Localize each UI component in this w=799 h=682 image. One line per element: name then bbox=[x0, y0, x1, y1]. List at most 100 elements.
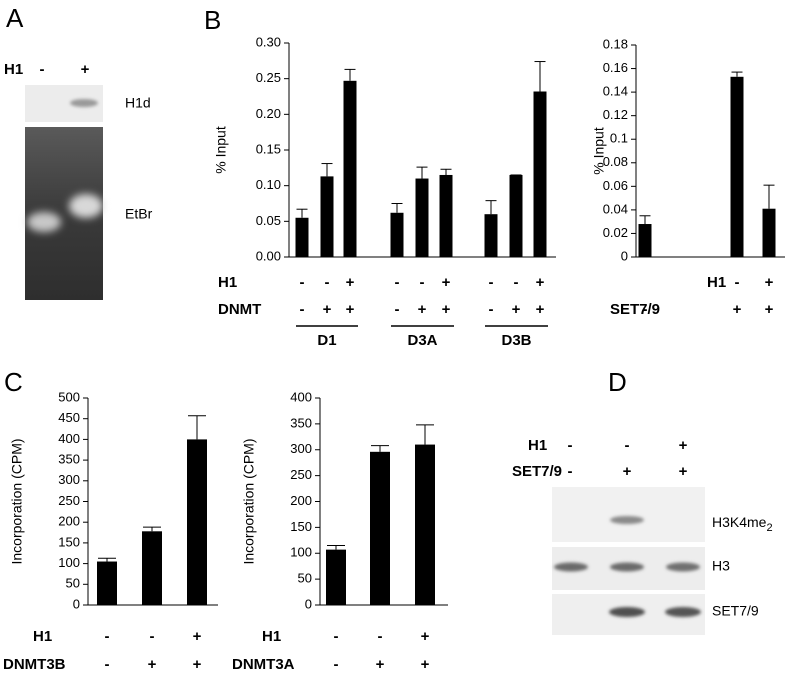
panel-letter: D bbox=[608, 367, 627, 397]
condition-mark: - bbox=[568, 437, 573, 454]
group-label: D3B bbox=[501, 332, 531, 349]
condition-mark: - bbox=[40, 61, 45, 78]
condition-mark: + bbox=[765, 301, 774, 318]
error-bar bbox=[188, 415, 206, 440]
y-tick-label: 350 bbox=[58, 452, 80, 467]
condition-mark: - bbox=[334, 628, 339, 645]
y-tick-label: 250 bbox=[290, 467, 312, 482]
bar bbox=[415, 444, 435, 605]
condition-mark: + bbox=[323, 301, 332, 318]
y-tick-label: 300 bbox=[290, 441, 312, 456]
error-bar bbox=[98, 557, 116, 562]
condition-mark: + bbox=[148, 656, 157, 673]
condition-mark: + bbox=[421, 628, 430, 645]
blot bbox=[552, 487, 705, 542]
error-bar bbox=[416, 166, 428, 179]
condition-mark: + bbox=[679, 437, 688, 454]
bar bbox=[415, 178, 429, 257]
bar bbox=[638, 224, 652, 257]
condition-mark: - bbox=[395, 274, 400, 291]
condition-label: H1 bbox=[33, 628, 52, 645]
y-tick-label: 0.14 bbox=[603, 84, 628, 99]
y-tick-label: 300 bbox=[58, 472, 80, 487]
bar bbox=[370, 451, 390, 605]
group-label: D1 bbox=[317, 332, 336, 349]
y-tick-label: 500 bbox=[58, 389, 80, 404]
band bbox=[610, 562, 644, 572]
error-bar bbox=[763, 184, 775, 209]
bar bbox=[390, 212, 404, 257]
error-bar bbox=[639, 215, 651, 225]
condition-mark: + bbox=[442, 274, 451, 291]
error-bar bbox=[440, 168, 452, 175]
error-bar bbox=[391, 203, 403, 213]
lane-label: EtBr bbox=[125, 206, 153, 222]
condition-mark: + bbox=[81, 61, 90, 78]
y-tick-label: 0.1 bbox=[610, 131, 628, 146]
condition-mark: + bbox=[512, 301, 521, 318]
y-tick-label: 0.30 bbox=[256, 34, 281, 49]
y-tick-label: 200 bbox=[58, 514, 80, 529]
condition-mark: - bbox=[105, 628, 110, 645]
bar bbox=[142, 531, 162, 605]
condition-mark: - bbox=[300, 301, 305, 318]
lane-label: H3 bbox=[712, 558, 730, 574]
condition-label: H1 bbox=[4, 61, 23, 78]
error-bar bbox=[416, 424, 434, 445]
error-bar bbox=[321, 163, 333, 177]
y-tick-label: 0.20 bbox=[256, 106, 281, 121]
condition-mark: - bbox=[334, 656, 339, 673]
panel-letter: C bbox=[4, 367, 23, 397]
y-tick-label: 0.12 bbox=[603, 107, 628, 122]
band bbox=[609, 607, 645, 617]
condition-label: SET7/9 bbox=[610, 301, 660, 318]
condition-mark: - bbox=[514, 274, 519, 291]
condition-mark: - bbox=[325, 274, 330, 291]
y-tick-label: 50 bbox=[298, 571, 312, 586]
bar bbox=[762, 208, 776, 257]
y-tick-label: 0 bbox=[621, 248, 628, 263]
condition-mark: + bbox=[765, 274, 774, 291]
lane-label: SET7/9 bbox=[712, 603, 759, 619]
condition-label: H1 bbox=[218, 274, 237, 291]
band bbox=[665, 607, 701, 617]
y-tick-label: 150 bbox=[58, 534, 80, 549]
condition-mark: + bbox=[421, 656, 430, 673]
condition-label: H1 bbox=[707, 274, 726, 291]
y-tick-label: 0.05 bbox=[256, 213, 281, 228]
condition-label: H1 bbox=[262, 628, 281, 645]
panel-letter: B bbox=[204, 5, 221, 35]
y-tick-label: 50 bbox=[66, 576, 80, 591]
band bbox=[610, 516, 644, 524]
bar bbox=[533, 91, 547, 257]
y-tick-label: 200 bbox=[290, 493, 312, 508]
panel-letter: A bbox=[6, 3, 24, 33]
bar bbox=[439, 174, 453, 257]
y-tick-label: 0.02 bbox=[603, 225, 628, 240]
condition-mark: - bbox=[420, 274, 425, 291]
y-axis-title: % Input bbox=[213, 126, 229, 174]
bar bbox=[326, 549, 346, 605]
group-label: D3A bbox=[407, 332, 437, 349]
y-tick-label: 0.00 bbox=[256, 248, 281, 263]
y-tick-label: 450 bbox=[58, 410, 80, 425]
condition-mark: + bbox=[346, 301, 355, 318]
bar bbox=[509, 174, 523, 257]
y-tick-label: 150 bbox=[290, 519, 312, 534]
error-bar bbox=[296, 208, 308, 218]
bar bbox=[97, 561, 117, 605]
condition-mark: - bbox=[378, 628, 383, 645]
y-tick-label: 400 bbox=[290, 389, 312, 404]
condition-mark: - bbox=[105, 656, 110, 673]
condition-label: H1 bbox=[528, 437, 547, 454]
condition-mark: + bbox=[193, 656, 202, 673]
condition-mark: + bbox=[733, 301, 742, 318]
band bbox=[69, 194, 103, 218]
y-tick-label: 0.16 bbox=[603, 60, 628, 75]
band bbox=[70, 99, 98, 107]
bar bbox=[295, 217, 309, 257]
condition-mark: - bbox=[489, 301, 494, 318]
condition-mark: - bbox=[395, 301, 400, 318]
y-axis-title: Incorporation (CPM) bbox=[241, 438, 257, 564]
